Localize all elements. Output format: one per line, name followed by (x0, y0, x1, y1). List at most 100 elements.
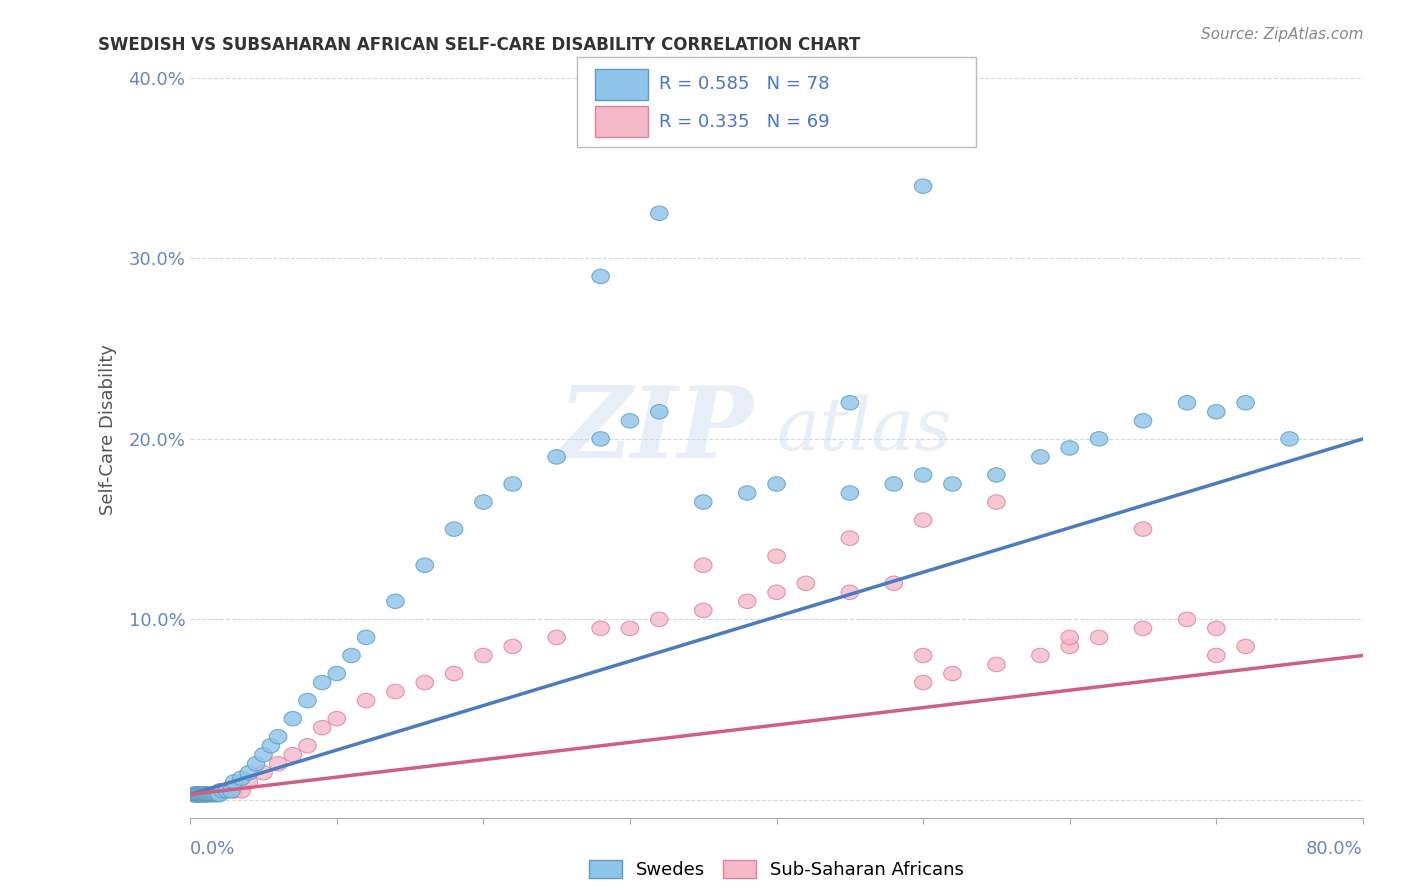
Ellipse shape (211, 784, 228, 798)
Ellipse shape (446, 522, 463, 536)
Ellipse shape (1178, 612, 1195, 626)
Ellipse shape (197, 788, 215, 802)
Ellipse shape (592, 269, 609, 284)
Ellipse shape (184, 788, 202, 802)
Ellipse shape (621, 621, 638, 636)
Ellipse shape (987, 495, 1005, 509)
Ellipse shape (187, 788, 205, 802)
Ellipse shape (592, 432, 609, 446)
Ellipse shape (1135, 621, 1152, 636)
Ellipse shape (233, 771, 250, 786)
Legend: Swedes, Sub-Saharan Africans: Swedes, Sub-Saharan Africans (582, 853, 972, 887)
Ellipse shape (1090, 631, 1108, 645)
Ellipse shape (987, 467, 1005, 483)
Ellipse shape (201, 788, 218, 802)
Ellipse shape (1090, 432, 1108, 446)
Ellipse shape (387, 594, 404, 608)
Ellipse shape (190, 788, 208, 802)
Ellipse shape (1062, 640, 1078, 654)
Ellipse shape (195, 788, 214, 802)
Ellipse shape (195, 788, 214, 802)
Ellipse shape (193, 788, 211, 802)
Ellipse shape (186, 788, 204, 802)
Ellipse shape (193, 788, 211, 802)
Ellipse shape (195, 788, 214, 802)
Ellipse shape (943, 476, 962, 491)
Ellipse shape (186, 788, 204, 802)
Ellipse shape (1032, 450, 1049, 464)
Ellipse shape (1062, 441, 1078, 455)
Ellipse shape (548, 450, 565, 464)
Ellipse shape (841, 531, 859, 545)
Ellipse shape (270, 756, 287, 771)
Ellipse shape (240, 774, 257, 789)
Ellipse shape (914, 513, 932, 527)
Ellipse shape (651, 405, 668, 419)
Ellipse shape (191, 788, 209, 802)
Ellipse shape (695, 495, 711, 509)
Ellipse shape (204, 788, 221, 802)
Ellipse shape (314, 675, 330, 690)
Ellipse shape (503, 476, 522, 491)
Ellipse shape (186, 788, 204, 802)
Ellipse shape (247, 756, 264, 771)
Ellipse shape (1237, 640, 1254, 654)
Ellipse shape (1208, 648, 1225, 663)
Text: R = 0.335   N = 69: R = 0.335 N = 69 (659, 112, 830, 131)
Ellipse shape (194, 788, 212, 802)
Ellipse shape (475, 495, 492, 509)
Ellipse shape (943, 666, 962, 681)
Ellipse shape (200, 788, 217, 802)
Ellipse shape (1281, 432, 1298, 446)
Ellipse shape (214, 784, 231, 798)
Ellipse shape (190, 788, 208, 802)
Ellipse shape (190, 788, 208, 802)
Ellipse shape (208, 788, 225, 802)
Ellipse shape (211, 788, 228, 802)
Ellipse shape (797, 576, 814, 591)
Ellipse shape (225, 774, 243, 789)
Ellipse shape (270, 730, 287, 744)
Ellipse shape (233, 784, 250, 798)
Ellipse shape (195, 788, 214, 802)
Ellipse shape (188, 788, 207, 802)
Text: Source: ZipAtlas.com: Source: ZipAtlas.com (1201, 27, 1364, 42)
Ellipse shape (254, 747, 273, 762)
Ellipse shape (218, 784, 236, 798)
Ellipse shape (738, 594, 756, 608)
Ellipse shape (343, 648, 360, 663)
Ellipse shape (416, 675, 433, 690)
Ellipse shape (738, 486, 756, 500)
Ellipse shape (914, 675, 932, 690)
Ellipse shape (884, 576, 903, 591)
Ellipse shape (191, 788, 209, 802)
FancyBboxPatch shape (595, 69, 648, 100)
Ellipse shape (193, 788, 211, 802)
Ellipse shape (200, 788, 217, 802)
Ellipse shape (314, 721, 330, 735)
Ellipse shape (190, 788, 208, 802)
Ellipse shape (218, 784, 236, 798)
Ellipse shape (1135, 522, 1152, 536)
Ellipse shape (387, 684, 404, 698)
Ellipse shape (188, 788, 207, 802)
Ellipse shape (768, 549, 786, 564)
Ellipse shape (187, 788, 205, 802)
Ellipse shape (191, 788, 209, 802)
Ellipse shape (262, 739, 280, 753)
Ellipse shape (240, 765, 257, 780)
Ellipse shape (1062, 631, 1078, 645)
Ellipse shape (768, 585, 786, 599)
Ellipse shape (841, 585, 859, 599)
Text: 80.0%: 80.0% (1306, 839, 1362, 857)
Ellipse shape (284, 712, 302, 726)
Ellipse shape (416, 558, 433, 573)
Ellipse shape (207, 788, 224, 802)
Ellipse shape (328, 712, 346, 726)
Ellipse shape (188, 788, 207, 802)
Text: atlas: atlas (776, 394, 952, 465)
Ellipse shape (197, 788, 215, 802)
Ellipse shape (188, 788, 207, 802)
Ellipse shape (187, 788, 205, 802)
Ellipse shape (201, 788, 218, 802)
